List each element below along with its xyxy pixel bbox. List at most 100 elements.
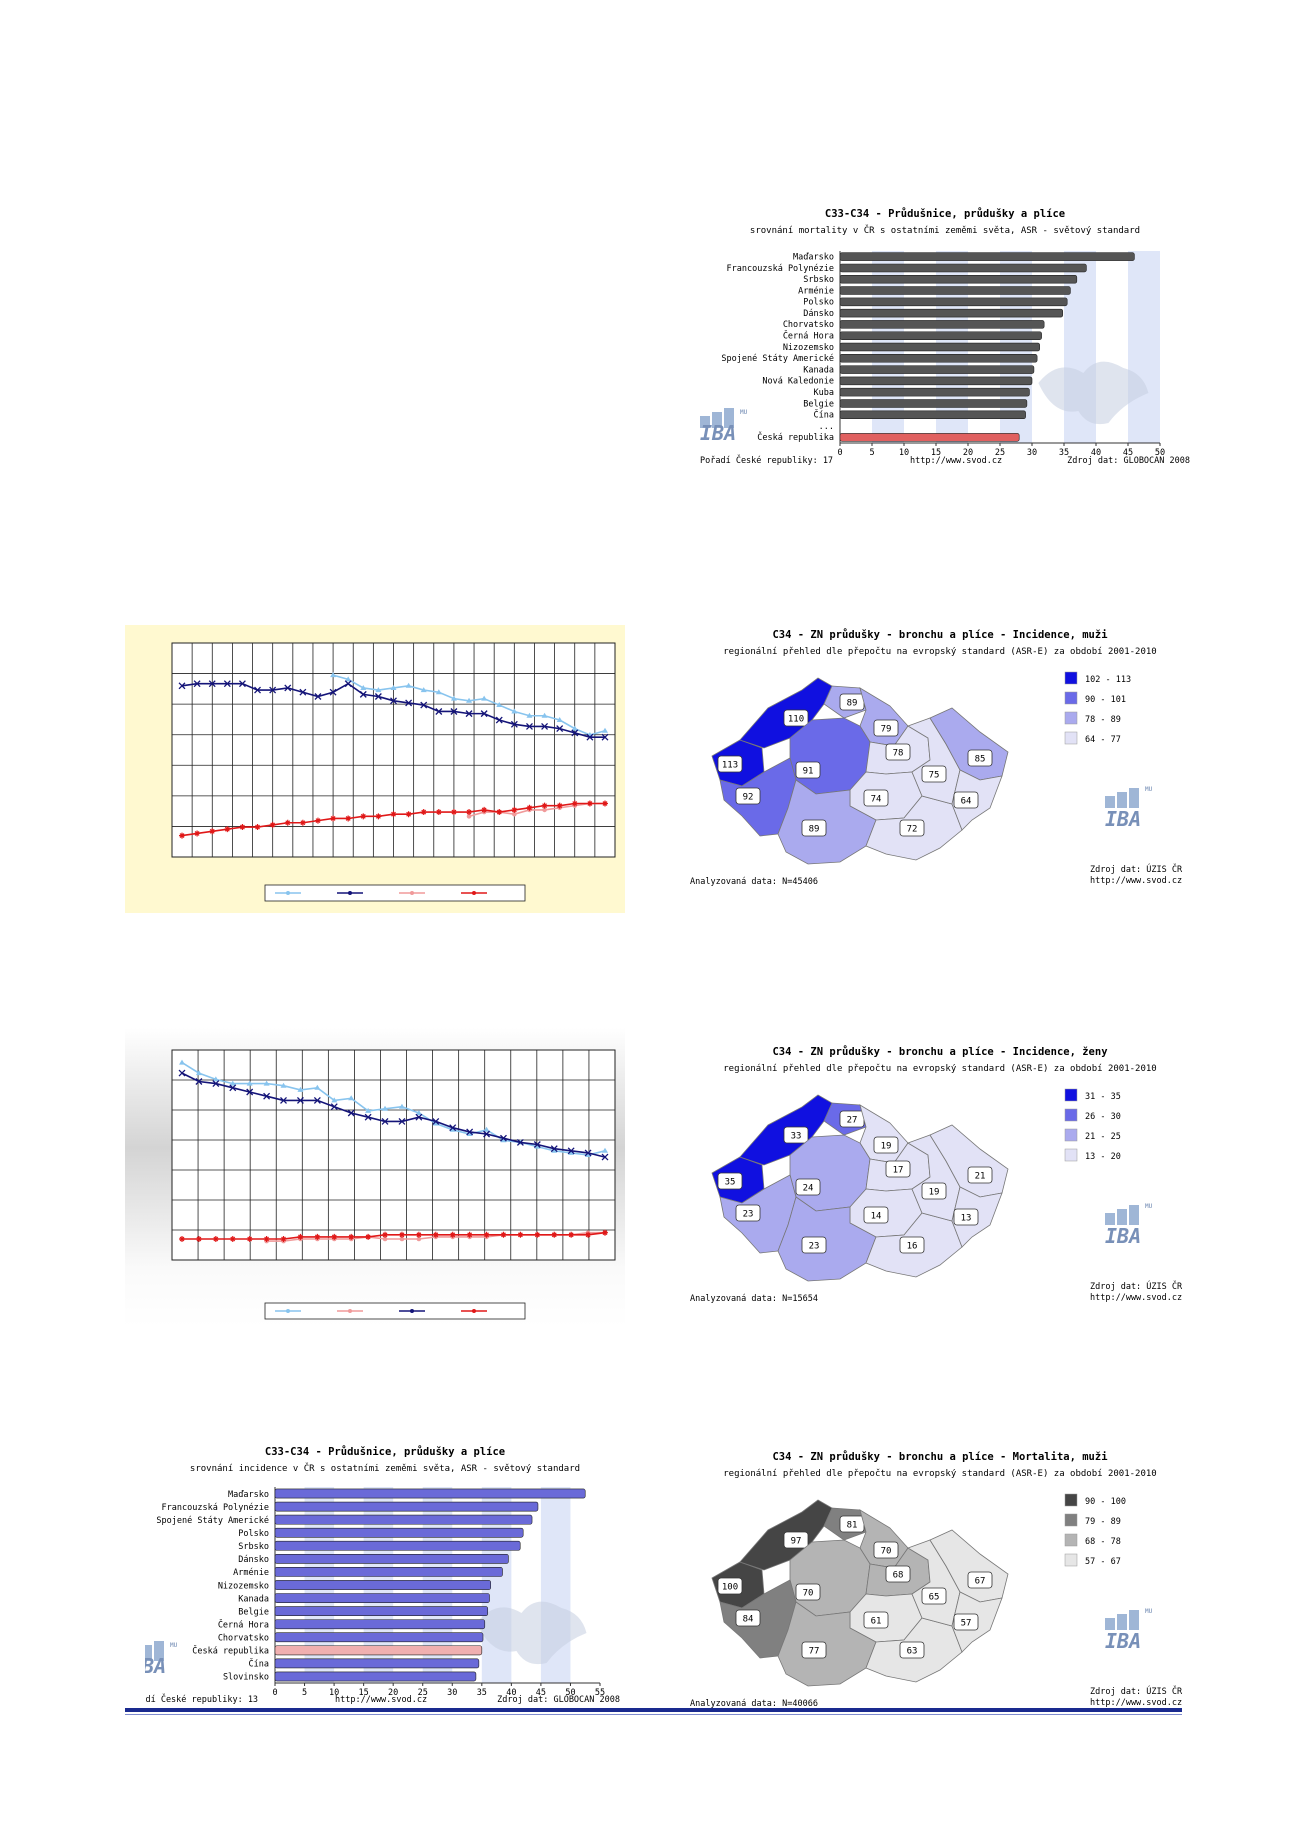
legend-label: 31 - 35: [1085, 1092, 1121, 1102]
series-line: [181, 1061, 606, 1156]
source-label: Zdroj dat: ÚZIS ČR: [1090, 1280, 1183, 1292]
series-point: [360, 813, 367, 820]
map-subtitle: regionální přehled dle přepočtu na evrop…: [723, 646, 1156, 657]
trend-chart-2-panel: [125, 1028, 625, 1328]
legend-label: 78 - 89: [1085, 715, 1121, 725]
logo-text: IBA: [700, 421, 736, 445]
series-point: [208, 680, 216, 688]
logo-block: [1129, 1205, 1139, 1225]
category-label: Nizozemsko: [783, 343, 834, 353]
region-value: 65: [929, 1593, 940, 1603]
series-point: [483, 1126, 490, 1132]
region-value: 85: [975, 755, 986, 765]
legend-swatch: [1064, 691, 1078, 705]
series-point: [398, 1231, 405, 1238]
url-label: http://www.svod.cz: [1090, 1293, 1182, 1303]
series-point: [297, 1086, 304, 1092]
series-point: [495, 716, 503, 724]
series-point: [254, 824, 261, 831]
bar: [274, 1606, 489, 1617]
series-point: [556, 717, 563, 723]
series-point: [229, 1084, 237, 1092]
iba-logo: MU IBA: [130, 1641, 178, 1678]
category-label: Chorvatsko: [218, 1634, 269, 1644]
series-point: [179, 1059, 185, 1065]
grid-band: [1128, 251, 1160, 443]
series-point: [465, 710, 473, 718]
series-point: [571, 800, 578, 807]
series-point: [526, 712, 533, 718]
bar: [839, 365, 1035, 374]
legend-marker: [410, 891, 414, 895]
category-label: Černá Hora: [783, 330, 834, 342]
region-value-box: [873, 1541, 899, 1559]
category-label: Česká republika: [192, 1645, 269, 1657]
region-value: 19: [929, 1188, 940, 1198]
series-point: [280, 1096, 287, 1104]
category-label: Chorvatsko: [783, 320, 834, 330]
logo-sup: MU: [170, 1642, 178, 1649]
logo-block: [1117, 792, 1127, 808]
map-subtitle: regionální přehled dle přepočtu na evrop…: [723, 1063, 1156, 1074]
region-value: 113: [722, 761, 738, 771]
series-point: [511, 708, 518, 714]
category-label: Srbsko: [803, 275, 834, 285]
region-value: 110: [788, 715, 804, 725]
category-label: Slovinsko: [223, 1673, 269, 1683]
region-value: 89: [847, 699, 858, 709]
region-value-box: [885, 1565, 911, 1583]
series-point: [586, 733, 594, 741]
chart-footer-url: http://www.svod.cz: [335, 1695, 427, 1705]
series-point: [344, 680, 352, 688]
logo-block: [700, 416, 710, 428]
series-point: [571, 729, 579, 737]
footer-rule: [125, 1708, 1182, 1712]
series-point: [481, 695, 488, 701]
series-point: [584, 1149, 592, 1157]
series-point: [399, 1236, 405, 1242]
series-point: [269, 686, 277, 694]
series-point: [602, 1147, 608, 1153]
bar: [274, 1619, 486, 1630]
series-point: [450, 809, 457, 816]
legend-marker: [410, 1309, 414, 1313]
x-tick-label: 15: [931, 448, 941, 458]
bar: [274, 1488, 586, 1499]
region-value: 91: [803, 767, 814, 777]
legend-label: 102 - 113: [1085, 675, 1131, 685]
logo-block: [1117, 1614, 1127, 1630]
region-value: 78: [893, 749, 904, 759]
iba-logo: MU IBA: [1105, 1203, 1153, 1248]
bar: [274, 1593, 490, 1603]
series-point: [178, 682, 186, 690]
map-regions: 3533271931242317142316192113: [711, 1094, 1009, 1282]
globocan-incidence-panel: C33-C34 - Průdušnice, průdušky a plíce s…: [125, 1443, 625, 1708]
category-label: Polsko: [238, 1529, 269, 1539]
series-point: [179, 832, 185, 839]
region-value-box: [863, 789, 889, 807]
x-tick-label: 40: [1091, 448, 1101, 458]
series-point: [601, 733, 609, 741]
series-point: [179, 1236, 185, 1242]
series-point: [556, 725, 564, 733]
series-point: [390, 811, 397, 818]
series-point: [466, 809, 473, 816]
bar: [839, 387, 1030, 397]
series-point: [299, 688, 307, 696]
series-point: [347, 1109, 355, 1117]
region-value-box: [953, 1613, 979, 1631]
region-value: 17: [893, 1166, 904, 1176]
region-jihocesky: [777, 1196, 877, 1282]
bar: [839, 399, 1028, 408]
legend-swatch: [1064, 1493, 1078, 1507]
category-label: Francouzská Polynézie: [162, 1502, 269, 1513]
x-tick-label: 10: [899, 448, 909, 458]
region-value: 75: [929, 771, 940, 781]
region-value-box: [967, 749, 993, 767]
map-women-panel: C34 - ZN průdušky - bronchu a plíce - In…: [690, 1045, 1190, 1307]
category-label: Nová Kaledonie: [762, 377, 834, 387]
legend-swatch: [1064, 1553, 1078, 1567]
x-tick-label: 10: [329, 1688, 339, 1698]
bar: [274, 1501, 539, 1512]
category-label: Belgie: [238, 1607, 269, 1617]
